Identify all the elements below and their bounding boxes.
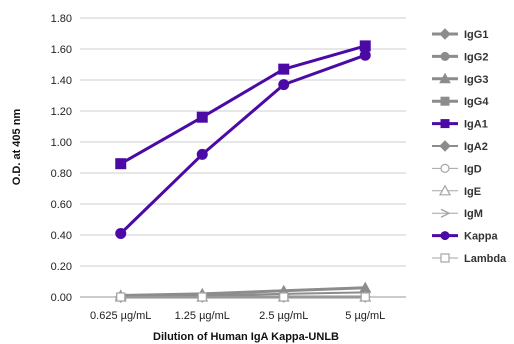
legend-entry-kappa: Kappa (432, 231, 499, 243)
legend-entry-iga1: IgA1 (432, 119, 488, 131)
data-point-marker (116, 292, 126, 302)
legend-label: IgG2 (464, 51, 488, 63)
data-point-marker (439, 28, 451, 40)
data-point-marker (360, 292, 370, 302)
legend-label: Kappa (464, 231, 499, 243)
legend-entry-igd: IgD (432, 163, 482, 175)
legend-label: IgA1 (464, 119, 488, 131)
y-tick-label: 0.20 (51, 261, 72, 273)
legend-label: IgG4 (464, 96, 489, 108)
series-group (114, 40, 372, 303)
series-line (120, 286, 366, 297)
y-tick-label: 1.00 (51, 137, 72, 149)
x-tick-label: 1.25 µg/mL (175, 310, 230, 322)
data-point-marker (440, 163, 450, 173)
legend-label: IgM (464, 208, 483, 220)
data-point-marker (359, 49, 371, 61)
y-tick-label: 0.60 (51, 199, 72, 211)
data-point-marker (438, 184, 452, 196)
x-axis-title: Dilution of Human IgA Kappa-UNLB (153, 331, 339, 343)
series-line (120, 291, 366, 298)
legend-entry-igg3: IgG3 (432, 72, 488, 86)
y-axis-title: O.D. at 405 nm (11, 109, 23, 186)
data-point-marker (440, 51, 450, 61)
legend-entry-igg4: IgG4 (432, 96, 489, 108)
legend-label: IgG1 (464, 29, 488, 41)
x-tick-label: 2.5 µg/mL (259, 310, 308, 322)
series-iga1 (115, 40, 371, 170)
series-lambda (116, 292, 370, 302)
legend-entry-igg1: IgG1 (432, 28, 488, 41)
x-tick-labels: 0.625 µg/mL 1.25 µg/mL 2.5 µg/mL 5 µg/mL (90, 310, 385, 322)
data-point-marker (359, 40, 371, 52)
legend-label: IgG3 (464, 74, 488, 86)
series-kappa (115, 49, 371, 239)
data-point-marker (196, 111, 208, 123)
data-point-marker (278, 79, 290, 91)
x-tick-label: 5 µg/mL (345, 310, 385, 322)
y-tick-labels: 0.00 0.20 0.40 0.60 0.80 1.00 1.20 1.40 1.60 1.80 (51, 13, 72, 304)
data-point-marker (115, 227, 127, 239)
gridlines (80, 17, 406, 267)
data-point-marker (440, 119, 450, 129)
y-tick-label: 1.60 (51, 44, 72, 56)
legend: IgG1 IgG2 IgG3 IgG4 IgA1 IgA2 IgD IgE IgM Kappa La… (432, 28, 507, 265)
legend-label: IgD (464, 163, 482, 175)
legend-label: Lambda (464, 253, 507, 265)
legend-entry-ige: IgE (432, 184, 481, 198)
data-point-marker (440, 208, 451, 218)
legend-entry-igm: IgM (432, 208, 483, 220)
data-point-marker (440, 253, 450, 263)
y-tick-label: 0.00 (51, 292, 72, 304)
y-tick-label: 0.80 (51, 168, 72, 180)
y-tick-label: 1.40 (51, 75, 72, 87)
y-tick-label: 0.40 (51, 230, 72, 242)
legend-entry-lambda: Lambda (432, 253, 507, 265)
x-tick-label: 0.625 µg/mL (90, 310, 151, 322)
legend-label: IgA2 (464, 141, 488, 153)
data-point-marker (279, 292, 289, 302)
data-point-marker (115, 158, 127, 170)
data-point-marker (197, 292, 207, 302)
series-line (120, 44, 366, 166)
y-tick-label: 1.20 (51, 106, 72, 118)
data-point-marker (439, 72, 451, 84)
legend-entry-igg2: IgG2 (432, 51, 488, 63)
legend-label: IgE (464, 186, 481, 198)
y-tick-label: 1.80 (51, 13, 72, 25)
data-point-marker (439, 140, 451, 152)
legend-entry-iga2: IgA2 (432, 140, 488, 153)
data-point-marker (440, 96, 450, 106)
series-line (119, 53, 366, 235)
data-point-marker (278, 63, 290, 75)
data-point-marker (196, 148, 208, 160)
data-point-marker (440, 231, 450, 241)
